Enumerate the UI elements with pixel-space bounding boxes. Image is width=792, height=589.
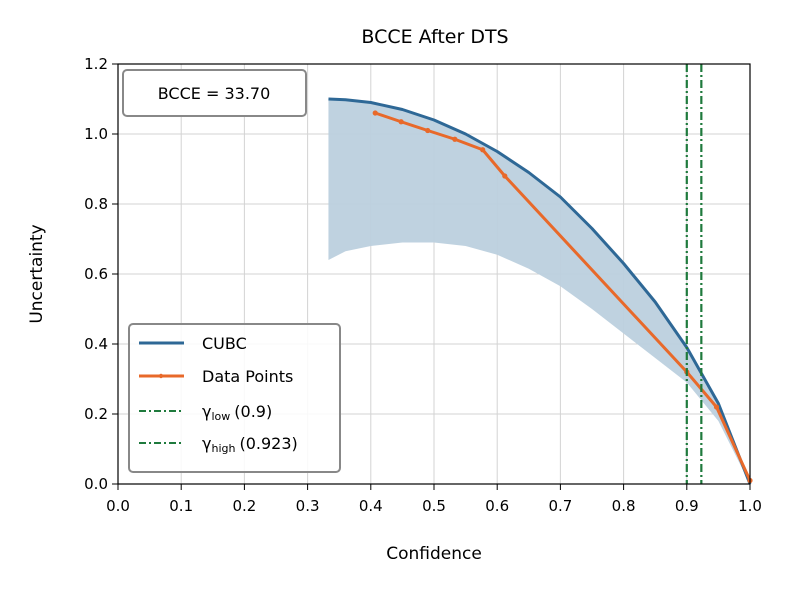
x-tick-label: 0.9 [675, 497, 699, 515]
x-tick-label: 0.5 [422, 497, 446, 515]
y-tick-label: 0.2 [84, 405, 108, 423]
data-point [480, 147, 486, 153]
y-tick-label: 0.8 [84, 195, 108, 213]
x-tick-label: 0.0 [106, 497, 130, 515]
data-point [425, 127, 431, 134]
data-point [502, 173, 508, 179]
x-tick-label: 0.8 [612, 497, 636, 515]
bcce-annotation: BCCE = 33.70 [122, 69, 307, 117]
y-tick-label: 0.4 [84, 335, 108, 353]
y-axis: 0.0 0.2 0.4 0.6 0.8 1.0 1.2 [84, 55, 118, 493]
y-tick-label: 1.2 [84, 55, 108, 73]
legend: CUBC Data Points γlow (0.9) γhigh (0.923) [128, 323, 341, 473]
x-axis-label: Confidence [386, 544, 482, 564]
legend-gamma-high-label: γhigh (0.923) [202, 434, 298, 455]
data-point [452, 136, 458, 142]
series-layer [328, 64, 753, 485]
x-tick-label: 0.1 [169, 497, 193, 515]
cubc-line [328, 97, 752, 485]
x-tick-label: 0.6 [485, 497, 509, 515]
x-tick-label: 0.4 [359, 497, 383, 515]
band-area [328, 99, 750, 484]
y-axis-label: Uncertainty [27, 224, 47, 323]
legend-data-label: Data Points [202, 367, 293, 386]
x-tick-label: 0.2 [232, 497, 256, 515]
x-axis: 0.0 0.1 0.2 0.3 0.4 0.5 0.6 0.7 0.8 0.9 1.0 [106, 484, 762, 515]
y-tick-label: 0.0 [84, 475, 108, 493]
y-tick-label: 1.0 [84, 125, 108, 143]
confidence-band [328, 99, 750, 484]
y-tick-label: 0.6 [84, 265, 108, 283]
data-point [372, 110, 378, 116]
bcce-annotation-text: BCCE = 33.70 [158, 84, 271, 103]
x-tick-label: 0.7 [548, 497, 572, 515]
data-point [713, 404, 720, 410]
chart-title: BCCE After DTS [361, 26, 508, 48]
x-tick-label: 1.0 [738, 497, 762, 515]
legend-cubc-label: CUBC [202, 334, 247, 353]
legend-data-marker [158, 373, 164, 379]
data-point [398, 119, 404, 125]
legend-gamma-low-label: γlow (0.9) [202, 402, 272, 423]
x-tick-label: 0.3 [296, 497, 320, 515]
